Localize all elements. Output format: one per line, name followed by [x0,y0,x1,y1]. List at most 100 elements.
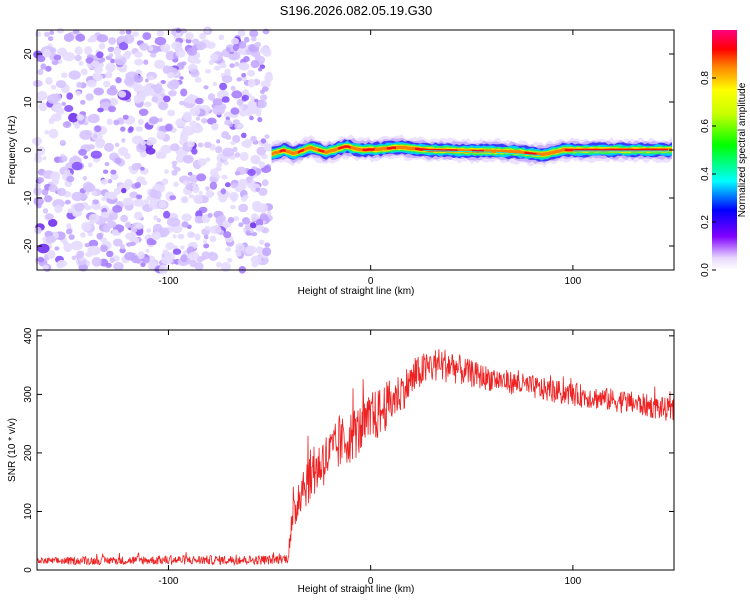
noise-blob [142,32,152,41]
noise-blob [171,160,178,166]
noise-blob [214,65,221,71]
snr-y-label: SNR (10 * v/v) [7,418,18,482]
noise-blob [34,226,42,235]
noise-blob [242,217,250,225]
ridge-core-streak [496,151,541,157]
y-tick-label: -10 [23,190,34,205]
noise-blob [227,257,233,263]
noise-blob [88,239,99,248]
noise-blob [145,147,156,155]
noise-blob [215,146,223,154]
noise-blob [43,48,51,58]
noise-blob [66,175,75,183]
noise-blob [133,211,143,220]
noise-blob [115,53,122,59]
colorbar: 0.0 0.2 0.4 0.6 0.8 Normalized spectral ampl… [700,30,748,277]
noise-blob [61,72,68,78]
noise-blob [42,208,49,214]
noise-blob [50,171,61,181]
noise-blob [158,227,170,238]
noise-blob [207,93,216,101]
noise-blob [158,151,167,159]
noise-blob [81,221,92,232]
noise-blob [204,234,209,240]
noise-blob [71,161,83,171]
noise-blob [45,65,52,72]
noise-blob [234,61,240,67]
noise-blob [121,187,127,194]
noise-blob [209,225,222,234]
noise-blob [250,135,257,142]
noise-blob [114,142,120,147]
noise-blob [114,157,122,165]
noise-blob [250,96,256,102]
noise-blob [161,256,173,265]
noise-blob [260,138,267,144]
x-tick-label: 100 [565,576,582,587]
noise-blob [65,228,73,235]
x-tick-label: -100 [158,276,178,287]
ridge-peak-segment [279,149,286,153]
noise-blob [180,88,188,97]
noise-blob [146,228,152,233]
colorbar-tick-label: 0.4 [700,167,711,181]
noise-blob [125,222,132,229]
noise-blob [35,31,41,37]
noise-blob [143,257,150,264]
colorbar-label: Normalized spectral amplitude [737,82,748,217]
noise-blob [107,179,113,184]
noise-blob [70,240,83,251]
noise-blob [156,30,164,37]
noise-blob [119,42,129,51]
noise-blob [124,152,131,160]
noise-blob [63,242,73,253]
noise-blob [126,242,133,247]
noise-blob [154,36,167,46]
noise-blob [75,252,84,259]
noise-blob [219,62,227,69]
noise-blob [187,171,193,176]
noise-blob [211,123,219,131]
noise-blob [182,154,194,164]
noise-blob [78,148,87,156]
noise-blob [79,130,92,140]
noise-blob [205,157,211,162]
noise-blob [195,116,201,121]
noise-blob [80,99,86,105]
noise-blob [110,58,116,64]
noise-blob [87,232,94,237]
noise-blob [156,218,162,223]
y-tick-label: 20 [23,48,34,60]
noise-blob [88,213,100,223]
noise-blob [262,247,272,257]
y-tick-label: -20 [23,238,34,253]
noise-blob [68,70,81,80]
noise-blob [255,187,260,192]
noise-blob [72,29,80,35]
noise-blob [84,205,92,211]
noise-blob [94,125,102,133]
noise-blob [186,47,197,56]
noise-blob [181,221,189,228]
noise-blobs [31,26,275,275]
noise-blob [226,47,231,52]
noise-blob [165,50,176,61]
noise-blob [161,178,169,185]
x-tick-label: 0 [368,276,374,287]
noise-blob [140,166,145,171]
noise-blob [223,231,232,239]
noise-blob [113,187,121,196]
noise-blob [151,96,159,103]
noise-blob [139,42,149,51]
noise-blob [194,215,204,224]
noise-blob [220,262,231,272]
noise-blob [243,138,252,149]
noise-blob [230,141,236,145]
noise-blob [118,90,127,98]
noise-blob [135,222,143,230]
noise-blob [177,233,185,240]
noise-blob [222,147,235,157]
noise-blob [158,117,163,123]
noise-blob [206,41,216,49]
noise-blob [165,242,175,251]
